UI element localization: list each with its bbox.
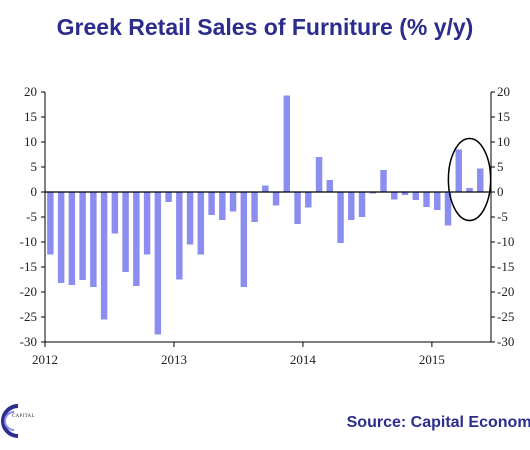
bar bbox=[240, 192, 248, 287]
bar bbox=[294, 192, 301, 224]
bar bbox=[337, 192, 344, 243]
y-tick-label-right: -5 bbox=[497, 209, 508, 224]
bar bbox=[57, 192, 65, 283]
bar bbox=[251, 192, 258, 222]
bar bbox=[90, 192, 97, 287]
source-note: Source: Capital Economi bbox=[346, 414, 530, 431]
bar bbox=[197, 192, 205, 255]
y-tick-label-right: -20 bbox=[497, 284, 514, 299]
y-tick-label-right: -30 bbox=[497, 334, 514, 349]
y-tick-label-right: -10 bbox=[497, 234, 514, 249]
bar bbox=[455, 149, 462, 192]
y-tick-label-right: -25 bbox=[497, 309, 514, 324]
bar bbox=[326, 180, 334, 192]
x-tick-label: 2013 bbox=[161, 352, 187, 367]
bar bbox=[380, 170, 387, 192]
y-tick-label-left: -30 bbox=[20, 334, 37, 349]
y-tick-label-right: 15 bbox=[497, 109, 510, 124]
bar bbox=[143, 192, 151, 255]
y-tick-label-left: -10 bbox=[20, 234, 37, 249]
bar bbox=[283, 95, 291, 192]
y-tick-label-left: -25 bbox=[20, 309, 37, 324]
bar bbox=[133, 192, 140, 286]
bar bbox=[315, 157, 323, 192]
bar bbox=[100, 192, 108, 320]
bar bbox=[165, 192, 172, 202]
logo-text: CAPITAL bbox=[12, 414, 35, 419]
y-tick-label-right: 5 bbox=[497, 159, 504, 174]
bar bbox=[219, 192, 226, 220]
bar bbox=[358, 192, 366, 217]
bar bbox=[434, 192, 441, 210]
bar bbox=[47, 192, 54, 255]
chart-area: 20 20 15 15 10 10 5 5 0 0 -5 -5 -10 -10 -15 -15 -20 -20 -2… bbox=[0, 70, 530, 382]
y-tick-label-left: -15 bbox=[20, 259, 37, 274]
y-tick-label-left: -5 bbox=[26, 209, 37, 224]
y-tick-label-left: 5 bbox=[31, 159, 38, 174]
x-tick-label: 2014 bbox=[290, 352, 317, 367]
bar bbox=[79, 192, 86, 280]
bar bbox=[176, 192, 183, 280]
y-tick-label-left: 10 bbox=[24, 134, 37, 149]
bar bbox=[401, 192, 409, 195]
bar bbox=[444, 192, 452, 226]
bar bbox=[262, 185, 269, 192]
bar bbox=[111, 192, 119, 234]
bar bbox=[122, 192, 129, 272]
bar bbox=[208, 192, 215, 215]
y-tick-label-left: -20 bbox=[20, 284, 37, 299]
x-tick-label: 2015 bbox=[419, 352, 445, 367]
y-tick-label-right: -15 bbox=[497, 259, 514, 274]
bar bbox=[186, 192, 194, 245]
y-tick-label-right: 10 bbox=[497, 134, 510, 149]
bar bbox=[154, 192, 162, 335]
annotation-ellipse bbox=[447, 137, 492, 222]
bar bbox=[305, 192, 312, 208]
y-tick-label-right: 20 bbox=[497, 84, 510, 99]
y-tick-label-left: 20 bbox=[24, 84, 37, 99]
bar bbox=[272, 192, 280, 206]
bar bbox=[391, 192, 398, 200]
bar bbox=[348, 192, 355, 220]
y-tick-label-left: 0 bbox=[31, 184, 38, 199]
capital-economics-logo-icon bbox=[1, 404, 19, 438]
bar bbox=[68, 192, 76, 285]
bar bbox=[466, 188, 473, 192]
y-tick-label-right: 0 bbox=[497, 184, 504, 199]
chart-title: Greek Retail Sales of Furniture (% y/y) bbox=[56, 14, 474, 40]
x-tick-label: 2012 bbox=[32, 352, 58, 367]
bar bbox=[412, 192, 419, 200]
y-tick-label-left: 15 bbox=[24, 109, 37, 124]
bar bbox=[369, 192, 377, 194]
bar bbox=[229, 192, 237, 212]
bar bbox=[477, 168, 484, 192]
bar bbox=[423, 192, 430, 207]
